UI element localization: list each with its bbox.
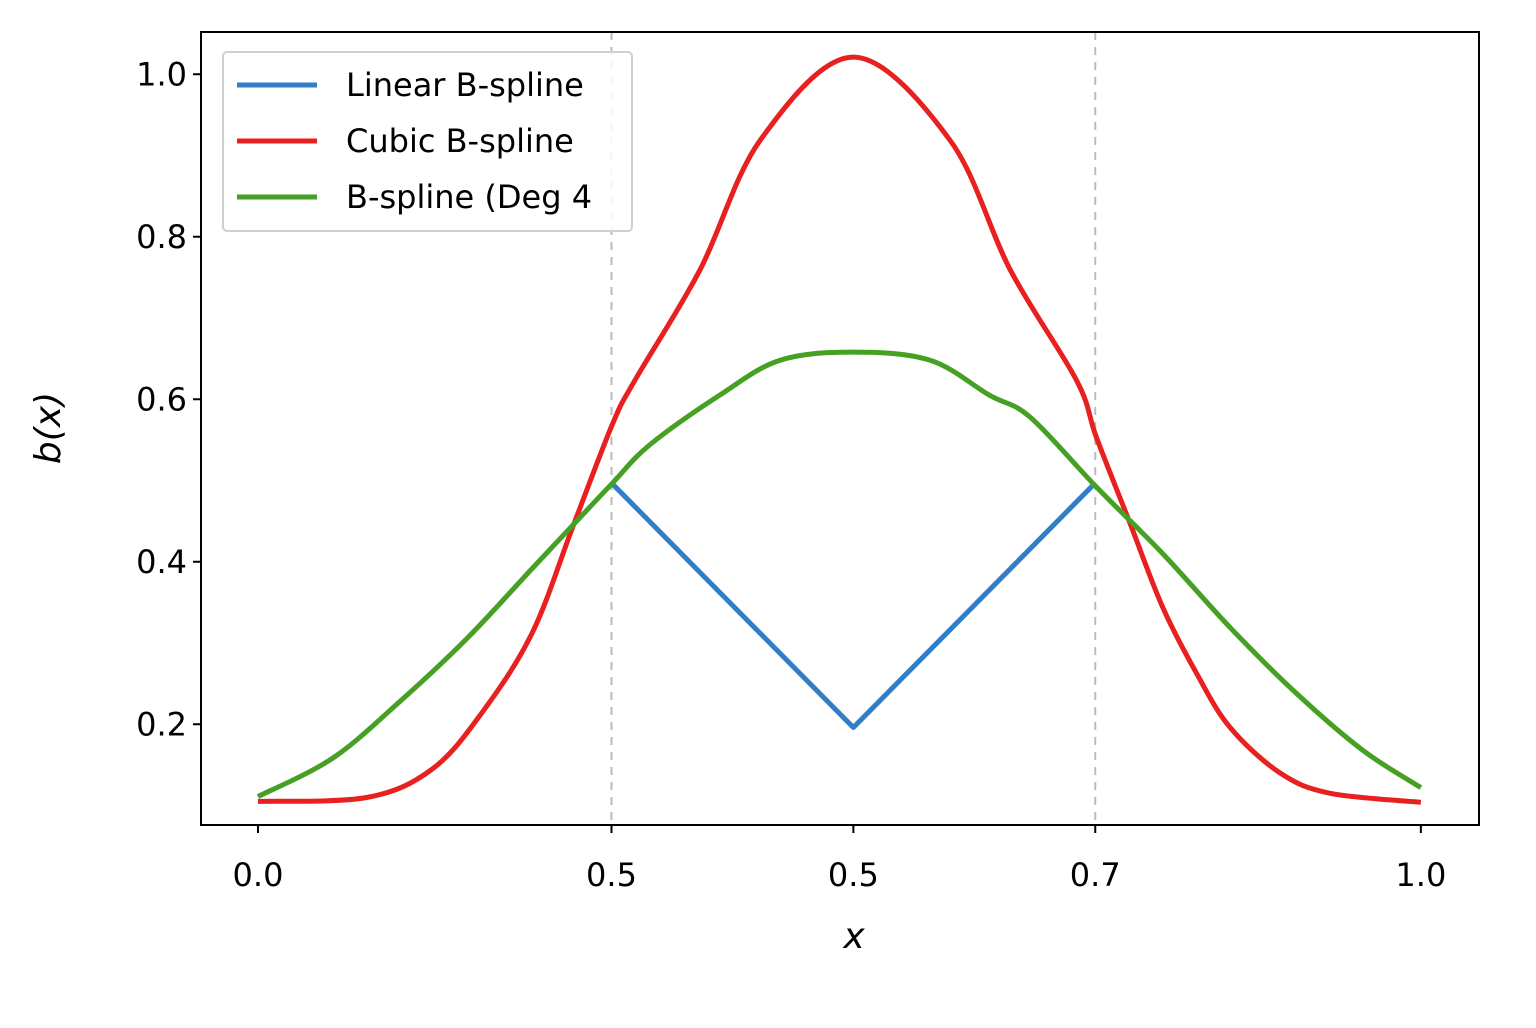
series-lines	[256, 54, 1423, 805]
knot-lines	[610, 32, 1097, 825]
legend-label: B-spline (Deg 4	[346, 178, 592, 216]
legend: Linear B-spline Cubic B-spline B-spline (D…	[222, 51, 633, 232]
x-axis-label: x	[842, 916, 865, 957]
y-tick-label: 0.2	[136, 705, 187, 743]
x-tick-label: 1.0	[1395, 856, 1446, 894]
y-tick-label: 0.8	[136, 218, 187, 256]
legend-box	[222, 51, 633, 232]
x-tick-label: 0.5	[586, 856, 637, 894]
x-tick-label: 0.0	[233, 856, 284, 894]
x-axis: 0.0 0.5 0.5 0.7 1.0	[233, 825, 1446, 894]
y-axis: 0.2 0.4 0.6 0.8 1.0	[136, 55, 201, 743]
y-tick-label: 0.6	[136, 380, 187, 418]
y-tick-label: 1.0	[136, 55, 187, 93]
series-line-2	[256, 349, 1423, 799]
series-line-1	[257, 54, 1422, 805]
legend-label: Linear B-spline	[346, 66, 584, 104]
x-tick-label: 0.7	[1070, 856, 1121, 894]
legend-label: Cubic B-spline	[346, 122, 574, 160]
series-line-0	[609, 481, 1098, 730]
plot-frame	[200, 31, 1480, 826]
x-tick-label: 0.5	[828, 856, 879, 894]
y-axis-label: b(x)	[28, 392, 69, 464]
y-tick-label: 0.4	[136, 543, 187, 581]
